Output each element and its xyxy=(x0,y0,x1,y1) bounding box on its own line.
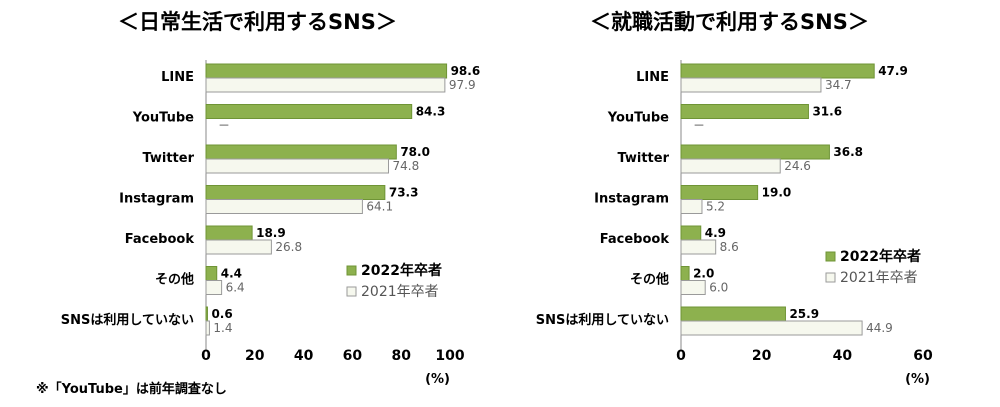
right-data-label-2022: 47.9 xyxy=(878,64,908,78)
right-category-label: Instagram xyxy=(594,192,669,207)
right-data-label-2021: 8.6 xyxy=(720,240,739,254)
left-data-label-2022: 78.0 xyxy=(400,145,430,159)
right-bar-2022 xyxy=(680,225,702,241)
right-chart-title: ＜就職活動で利用するSNS＞ xyxy=(590,10,869,34)
right-data-label-2022: 4.9 xyxy=(705,226,726,240)
right-bar-2022 xyxy=(680,306,786,322)
left-unit-label: (%) xyxy=(425,372,450,387)
right-category-label: LINE xyxy=(636,70,669,85)
right-bar-2022 xyxy=(680,185,759,200)
left-data-label-2021: 26.8 xyxy=(275,240,302,254)
right-bar-2021 xyxy=(680,239,717,255)
right-data-label-2022: 19.0 xyxy=(762,186,792,200)
left-bar-2021 xyxy=(205,158,390,174)
left-bar-2021 xyxy=(205,280,223,295)
left-x-tick-label: 80 xyxy=(391,348,411,364)
right-category-label: Facebook xyxy=(600,232,670,247)
left-category-label: YouTube xyxy=(132,111,194,126)
right-data-label-2021: 5.2 xyxy=(706,200,725,214)
right-data-label-2022: 36.8 xyxy=(833,145,863,159)
right-bar-2021 xyxy=(680,280,706,295)
right-data-label-2021: 24.6 xyxy=(784,159,811,173)
left-x-tick-label: 40 xyxy=(294,348,314,364)
left-data-label-2021: 1.4 xyxy=(213,321,232,335)
left-data-label-2022: 84.3 xyxy=(416,105,446,119)
left-data-label-2022: 98.6 xyxy=(451,64,481,78)
right-x-tick-label: 20 xyxy=(752,348,772,364)
left-data-label-2021: 6.4 xyxy=(226,281,245,295)
right-bar-2021 xyxy=(680,320,863,336)
left-category-label: LINE xyxy=(161,70,194,85)
left-x-tick-label: 20 xyxy=(245,348,265,364)
right-data-label-2021: 44.9 xyxy=(866,321,893,335)
left-bar-2021 xyxy=(205,239,272,255)
right-bar-2021 xyxy=(680,158,781,174)
left-bar-2022 xyxy=(205,104,413,119)
left-data-label-2022: 73.3 xyxy=(389,186,419,200)
left-category-label: Twitter xyxy=(142,151,194,166)
right-bar-2022 xyxy=(680,63,875,79)
left-category-label: Instagram xyxy=(119,192,194,207)
left-legend-label-2022: 2022年卒者 xyxy=(361,262,442,279)
right-bar-2022 xyxy=(680,144,830,160)
left-data-label-2022: 0.6 xyxy=(211,307,232,321)
right-unit-label: (%) xyxy=(905,372,930,387)
left-x-tick-label: 60 xyxy=(343,348,363,364)
left-x-tick-label: 0 xyxy=(201,348,211,364)
left-bar-2021 xyxy=(205,77,446,93)
left-data-label-2022: 4.4 xyxy=(221,267,242,281)
left-bar-2021 xyxy=(205,199,363,214)
left-data-label-2021: 64.1 xyxy=(366,200,393,214)
left-legend-swatch-2022 xyxy=(346,265,357,276)
right-x-tick-label: 0 xyxy=(676,348,686,364)
right-bar-2022 xyxy=(680,266,690,281)
right-category-label: その他 xyxy=(630,272,669,288)
right-data-label-missing: － xyxy=(693,119,705,133)
left-data-label-2021: 97.9 xyxy=(449,78,476,92)
right-legend-label-2021: 2021年卒者 xyxy=(840,270,918,286)
right-data-label-2022: 31.6 xyxy=(812,105,842,119)
left-bar-2021 xyxy=(205,320,210,336)
right-category-label: Twitter xyxy=(617,151,669,166)
right-bar-2021 xyxy=(680,77,822,93)
left-data-label-missing: － xyxy=(218,119,230,133)
left-data-label-2022: 18.9 xyxy=(256,226,286,240)
daily-sns-chart: LINE 98.697.9 YouTube 84.3 － Twitter 78.074.8 I… xyxy=(61,60,481,387)
left-legend-swatch-2021 xyxy=(346,286,357,297)
right-bar-2021 xyxy=(680,199,703,214)
right-category-label: SNSは利用していない xyxy=(536,312,669,328)
left-legend-label-2021: 2021年卒者 xyxy=(361,284,439,300)
right-x-tick-label: 60 xyxy=(913,348,933,364)
right-bar-2022 xyxy=(680,104,809,119)
left-category-label: Facebook xyxy=(125,232,195,247)
left-data-label-2021: 74.8 xyxy=(393,159,420,173)
right-data-label-2022: 2.0 xyxy=(693,267,714,281)
left-chart-title: ＜日常生活で利用するSNS＞ xyxy=(118,10,397,34)
right-data-label-2021: 6.0 xyxy=(709,281,728,295)
right-data-label-2022: 25.9 xyxy=(789,307,819,321)
right-legend-swatch-2022 xyxy=(825,251,836,262)
right-data-label-2021: 34.7 xyxy=(825,78,852,92)
left-category-label: その他 xyxy=(155,272,194,288)
left-category-label: SNSは利用していない xyxy=(61,312,194,328)
right-legend-label-2022: 2022年卒者 xyxy=(840,248,921,265)
right-x-tick-label: 40 xyxy=(833,348,853,364)
footnote: ※「YouTube」は前年調査なし xyxy=(36,382,227,397)
right-category-label: YouTube xyxy=(607,111,669,126)
left-x-tick-label: 100 xyxy=(435,348,464,364)
right-legend-swatch-2021 xyxy=(825,272,836,283)
